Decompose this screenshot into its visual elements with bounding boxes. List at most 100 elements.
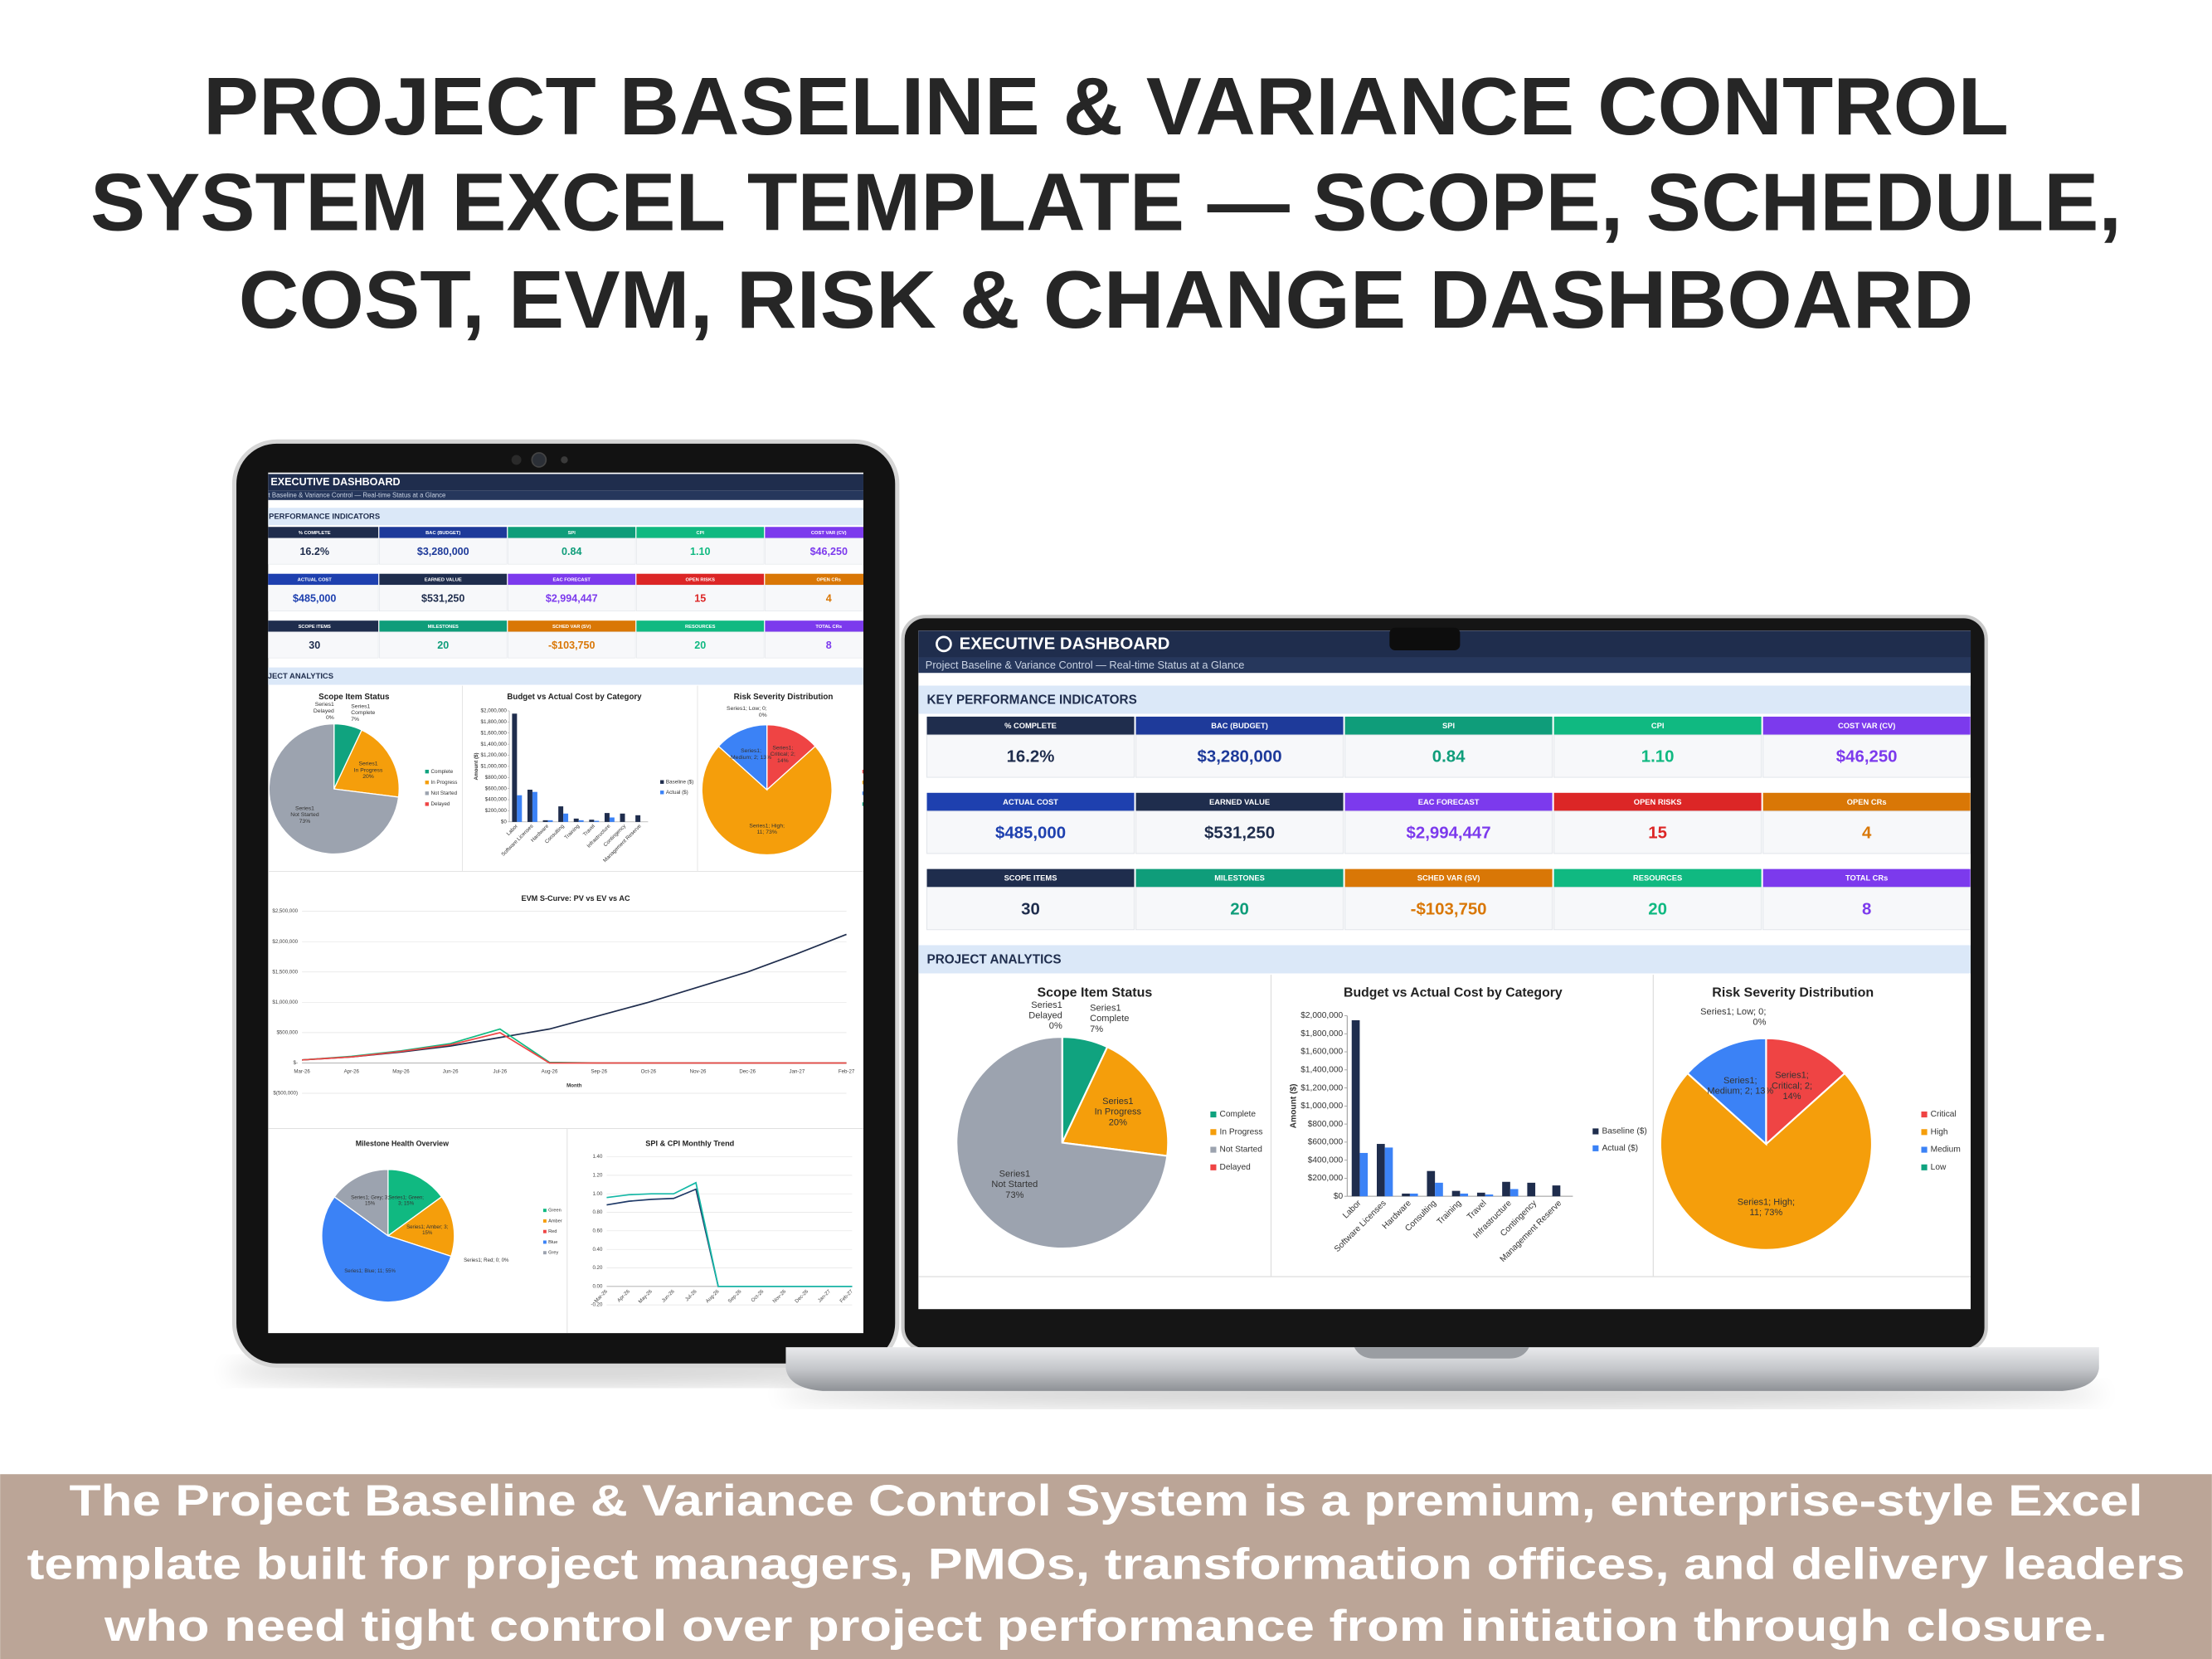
kpi-label: TOTAL CRs bbox=[1845, 874, 1888, 883]
kpi-value: 1.10 bbox=[1641, 748, 1675, 766]
kpi-value: -$103,750 bbox=[548, 640, 596, 651]
y-tick-label: $600,000 bbox=[485, 786, 508, 791]
kpi-header bbox=[1344, 792, 1553, 811]
section-heading: KEY PERFORMANCE INDICATORS bbox=[250, 512, 380, 521]
x-tick-label: Sep-26 bbox=[591, 1068, 607, 1074]
chart-title: Risk Severity Distribution bbox=[734, 693, 834, 702]
kpi-label: EARNED VALUE bbox=[425, 577, 462, 582]
data-label: Series1 Not Started 73% bbox=[991, 1169, 1038, 1199]
legend-swatch bbox=[425, 802, 429, 806]
y-tick-label: $- bbox=[294, 1060, 298, 1066]
data-label: Series1 In Progress 20% bbox=[1095, 1097, 1142, 1127]
kpi-label: RESOURCES bbox=[685, 625, 716, 630]
kpi-value: -$103,750 bbox=[1411, 900, 1487, 918]
kpi-header bbox=[268, 527, 379, 538]
data-label: Series1; Medium; 2; 13% bbox=[731, 748, 771, 761]
kpi-value-box bbox=[379, 584, 508, 611]
bar bbox=[609, 817, 615, 822]
pie-slice bbox=[717, 724, 768, 791]
data-label: Series1; Green; 3; 15% bbox=[388, 1194, 424, 1206]
kpi-header bbox=[1762, 868, 1971, 888]
y-tick-label: $800,000 bbox=[1308, 1120, 1344, 1129]
y-tick-label: $1,000,000 bbox=[481, 764, 508, 770]
bar bbox=[558, 806, 564, 822]
kpi-label: EARNED VALUE bbox=[1209, 798, 1270, 806]
kpi-header bbox=[1344, 716, 1553, 736]
pie-slice bbox=[386, 1195, 455, 1258]
bar bbox=[1384, 1147, 1393, 1197]
kpi-value: 8 bbox=[1862, 900, 1871, 918]
y-tick-label: $1,800,000 bbox=[1300, 1029, 1343, 1039]
kpi-header bbox=[379, 527, 508, 538]
kpi-value-box bbox=[636, 584, 765, 611]
kpi-label: EAC FORECAST bbox=[553, 577, 591, 582]
series-line bbox=[302, 1031, 847, 1064]
legend-swatch bbox=[862, 791, 863, 795]
kpi-value: 20 bbox=[1230, 900, 1249, 918]
bar bbox=[542, 820, 548, 822]
x-tick-label: Feb-27 bbox=[839, 1068, 855, 1074]
data-label: Series1 Complete 7% bbox=[1090, 1003, 1129, 1034]
bar bbox=[1552, 1185, 1561, 1197]
kpi-header bbox=[926, 716, 1135, 736]
title-line: PROJECT BASELINE & VARIANCE CONTROL bbox=[203, 61, 2009, 152]
kpi-label: CPI bbox=[696, 531, 704, 536]
y-tick-label: $2,000,000 bbox=[1300, 1011, 1343, 1020]
legend-swatch bbox=[1921, 1111, 1928, 1118]
kpi-header bbox=[508, 620, 636, 632]
kpi-value: 15 bbox=[694, 592, 706, 604]
title-line: SYSTEM EXCEL TEMPLATE — SCOPE, SCHEDULE, bbox=[90, 157, 2122, 248]
kpi-header bbox=[765, 620, 863, 632]
bar bbox=[594, 820, 600, 822]
kpi-value-box bbox=[636, 631, 765, 659]
kpi-header bbox=[1762, 716, 1971, 736]
data-label: Series1; Low; 0; 0% bbox=[727, 706, 767, 718]
bar bbox=[1409, 1193, 1418, 1197]
kpi-label: OPEN RISKS bbox=[686, 577, 716, 582]
kpi-value-box bbox=[268, 631, 379, 659]
y-tick-label: 1.00 bbox=[592, 1191, 602, 1197]
data-label: Series1 Not Started 73% bbox=[290, 805, 319, 825]
kpi-value-box bbox=[926, 810, 1135, 854]
kpi-value-box bbox=[268, 538, 379, 565]
bar bbox=[589, 820, 595, 822]
kpi-label: BAC (BUDGET) bbox=[425, 531, 460, 536]
legend-label: Actual ($) bbox=[1602, 1144, 1638, 1153]
bar bbox=[635, 815, 641, 822]
pie-slice bbox=[1765, 1037, 1846, 1146]
x-tick-label: Jun-26 bbox=[443, 1068, 459, 1074]
kpi-value-box bbox=[1344, 810, 1553, 854]
tablet-camera bbox=[531, 452, 547, 468]
laptop-hinge-notch bbox=[1354, 1347, 1529, 1359]
data-label: Series1; Red; 0; 0% bbox=[464, 1258, 509, 1263]
tablet-sensor bbox=[561, 456, 568, 464]
pie-slice bbox=[321, 1195, 452, 1303]
subtitle-bar bbox=[268, 490, 863, 500]
y-tick-label: 0.80 bbox=[592, 1209, 602, 1215]
pie-slice bbox=[1686, 1037, 1767, 1146]
kpi-value: 30 bbox=[309, 640, 320, 651]
y-tick-label: $200,000 bbox=[1308, 1174, 1344, 1183]
kpi-header bbox=[765, 573, 863, 586]
kpi-header bbox=[1553, 792, 1762, 811]
kpi-header bbox=[636, 620, 765, 632]
kpi-label: SCHED VAR (SV) bbox=[1417, 874, 1480, 883]
chart-title: Milestone Health Overview bbox=[356, 1140, 449, 1148]
kpi-header bbox=[379, 620, 508, 632]
kpi-header bbox=[1135, 868, 1344, 888]
kpi-label: RESOURCES bbox=[1633, 874, 1682, 883]
legend-label: Complete bbox=[1220, 1110, 1257, 1119]
kpi-value-box bbox=[1553, 734, 1762, 778]
kpi-header bbox=[268, 573, 379, 586]
legend-swatch bbox=[660, 791, 664, 795]
data-label: Series1 Delayed 0% bbox=[1028, 1000, 1062, 1031]
bar bbox=[527, 790, 532, 822]
kpi-label: % COMPLETE bbox=[1004, 722, 1057, 730]
kpi-label: COST VAR (CV) bbox=[811, 531, 847, 536]
description-line: template built for project managers, PMO… bbox=[27, 1540, 2185, 1588]
y-tick-label: $1,600,000 bbox=[1300, 1048, 1343, 1057]
bar bbox=[578, 820, 584, 822]
legend-label: Complete bbox=[430, 769, 453, 775]
y-tick-label: $1,000,000 bbox=[272, 1000, 298, 1005]
